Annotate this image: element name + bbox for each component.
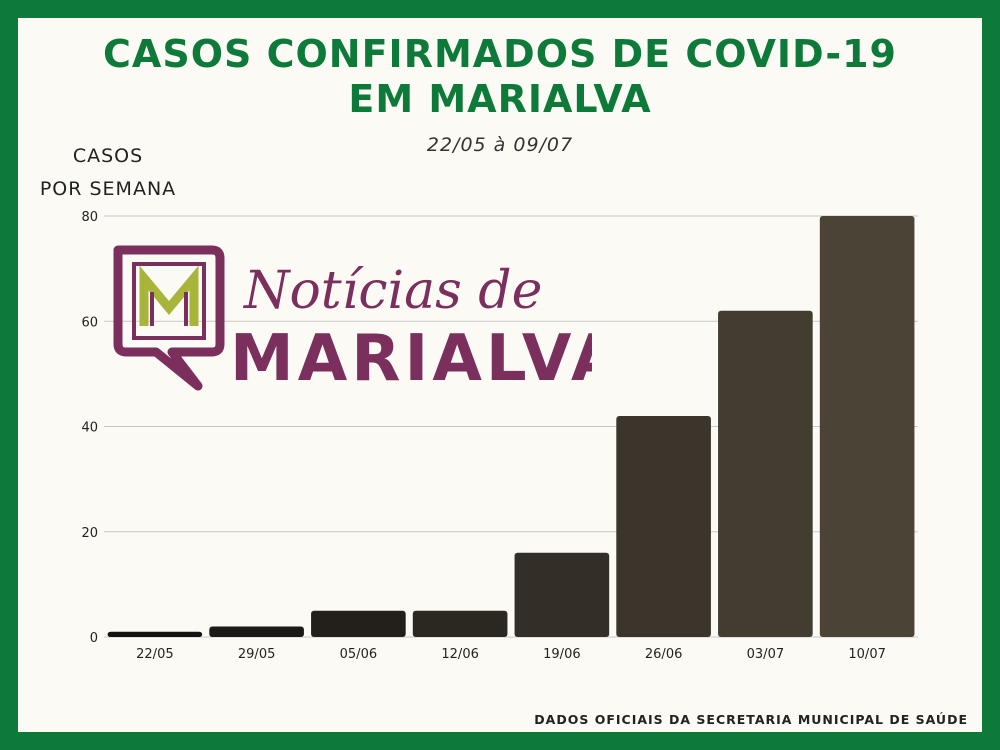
x-tick-label: 26/06 xyxy=(645,647,682,662)
x-tick-label: 19/06 xyxy=(543,647,580,662)
y-axis-label-line2: POR SEMANA xyxy=(39,178,177,200)
bars xyxy=(107,216,915,637)
x-tick-label: 22/05 xyxy=(136,647,173,662)
y-tick-label: 0 xyxy=(90,631,98,646)
bar-chart: 0 20 40 60 80 22/05 29/05 05/06 12/06 19/06 26/06… xyxy=(81,210,918,662)
chart-title-line2: EM MARIALVA xyxy=(348,77,652,121)
bar-29/05 xyxy=(209,626,304,637)
x-tick-label: 12/06 xyxy=(441,647,478,662)
x-tick-label: 10/07 xyxy=(848,647,885,662)
y-tick-label: 60 xyxy=(81,315,98,330)
y-tick-label: 40 xyxy=(81,421,98,436)
x-tick-label: 05/06 xyxy=(340,647,377,662)
bar-03/07 xyxy=(718,310,813,637)
bar-19/06 xyxy=(514,552,610,637)
logo-block-text: MARIALVA xyxy=(230,322,592,392)
logo-script-text: Notícias de xyxy=(242,261,542,321)
x-tick-label: 29/05 xyxy=(238,647,275,662)
y-tick-labels: 0 20 40 60 80 xyxy=(81,210,98,646)
x-tick-labels: 22/05 29/05 05/06 12/06 19/06 26/06 03/07 10/07 xyxy=(136,647,886,662)
y-tick-label: 80 xyxy=(81,210,98,225)
data-source-note: DADOS OFICIAIS DA SECRETARIA MUNICIPAL D… xyxy=(534,712,968,727)
noticias-de-marialva-logo: Notícias de MARIALVA xyxy=(113,245,592,392)
chart-title: CASOS CONFIRMADOS DE COVID-19 EM MARIALV… xyxy=(18,32,982,122)
bar-26/06 xyxy=(616,415,711,637)
chart-frame: CASOS CONFIRMADOS DE COVID-19 EM MARIALV… xyxy=(18,18,982,732)
y-axis-label: CASOS POR SEMANA xyxy=(28,140,188,206)
y-axis-label-line1: CASOS xyxy=(72,145,144,167)
y-tick-label: 20 xyxy=(81,526,98,541)
bar-12/06 xyxy=(412,610,508,637)
chart-subtitle: 22/05 à 09/07 xyxy=(426,134,574,156)
chart-title-line1: CASOS CONFIRMADOS DE COVID-19 xyxy=(103,32,897,76)
logo-monogram-icon xyxy=(113,245,225,391)
bar-05/06 xyxy=(311,610,406,637)
bar-22/05 xyxy=(107,631,203,637)
bar-10/07 xyxy=(819,216,915,637)
x-tick-label: 03/07 xyxy=(747,647,784,662)
